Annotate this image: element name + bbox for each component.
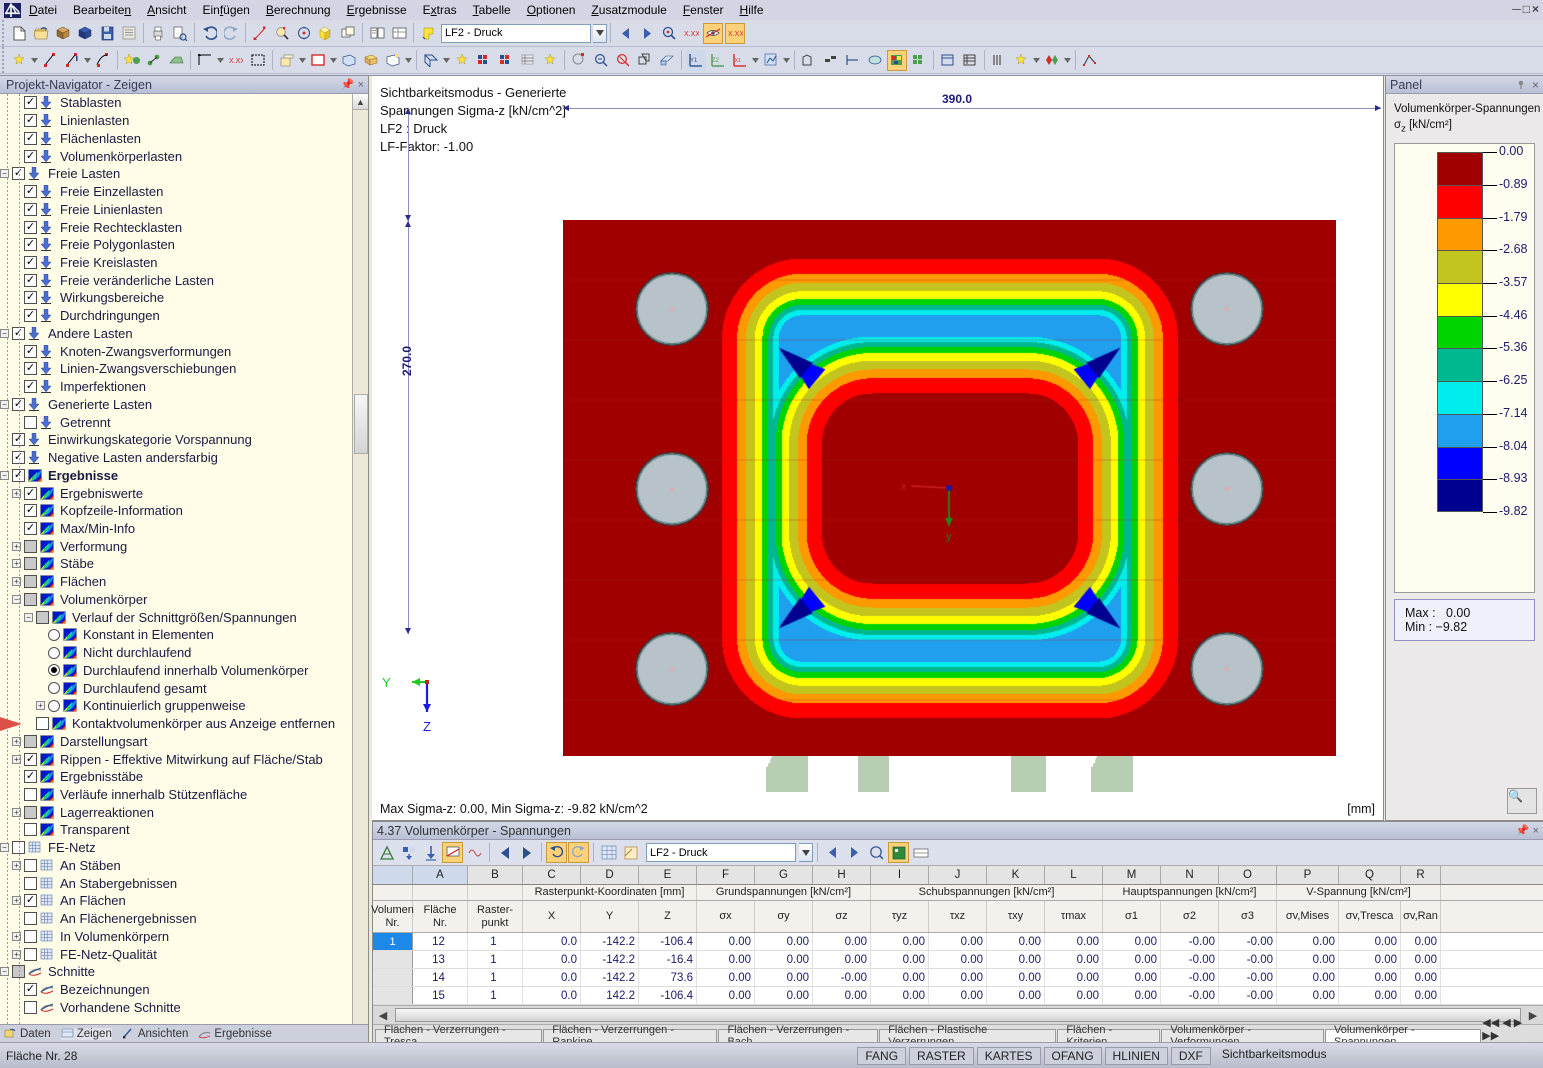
svg-text:Z2: Z2 — [712, 58, 720, 64]
svg-text:-X1: -X1 — [733, 58, 741, 64]
svg-text:X.XX: X.XX — [229, 58, 243, 65]
svg-text:X.XX: X.XX — [728, 31, 743, 38]
svg-text:X.XX: X.XX — [684, 31, 699, 38]
svg-text:Y1: Y1 — [690, 58, 698, 64]
